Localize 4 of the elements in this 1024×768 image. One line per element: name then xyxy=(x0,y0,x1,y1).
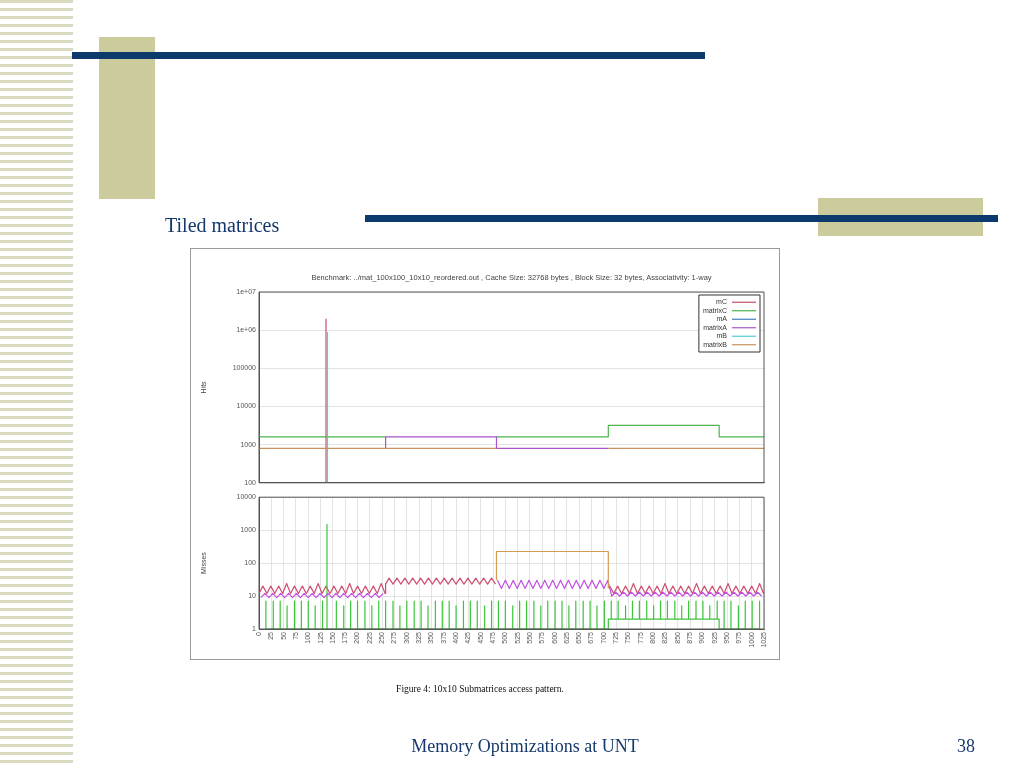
caption: Figure 4: 10x10 Submatrices access pattern. xyxy=(396,684,564,695)
chart-subtitle: Tiled matrices xyxy=(165,214,280,236)
text: 38 xyxy=(957,736,975,757)
text: Memory Optimizations at UNT xyxy=(411,736,639,757)
